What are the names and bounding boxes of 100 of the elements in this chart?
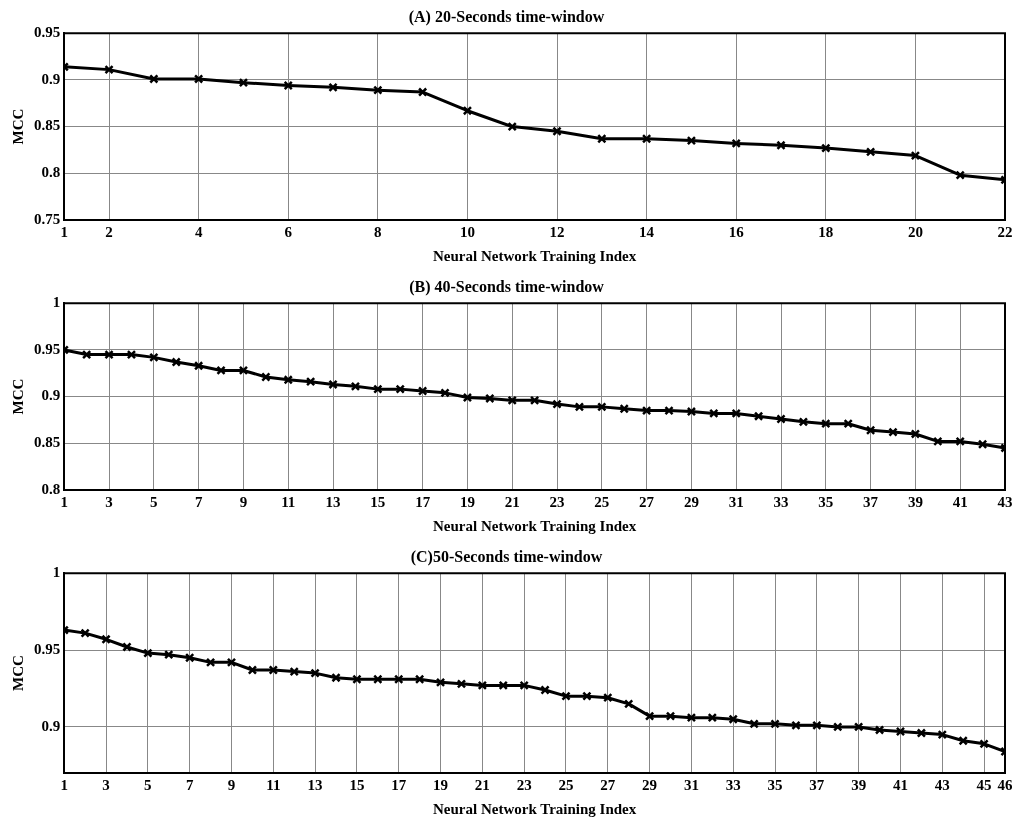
point — [574, 402, 585, 412]
point — [731, 138, 741, 149]
point — [104, 64, 114, 75]
point — [149, 352, 159, 363]
point — [709, 408, 719, 419]
y-tick-label: 0.75 — [34, 210, 61, 227]
y-axis-title: MCC — [9, 378, 26, 415]
point — [149, 74, 159, 84]
point — [373, 85, 383, 95]
x-tick-label: 19 — [459, 493, 475, 510]
point — [910, 150, 921, 161]
x-tick-label: 21 — [504, 493, 520, 510]
x-tick-label: 13 — [325, 493, 341, 510]
point — [126, 349, 137, 360]
point — [933, 436, 943, 447]
x-tick-label: 18 — [818, 223, 834, 240]
point — [226, 657, 237, 668]
point — [289, 666, 299, 677]
point — [205, 657, 216, 668]
x-tick-label: 23 — [516, 776, 532, 793]
point — [832, 722, 843, 732]
y-tick-label: 0.9 — [41, 717, 61, 734]
point — [686, 712, 697, 723]
point — [435, 677, 446, 688]
point — [888, 427, 898, 437]
point — [895, 726, 906, 737]
x-tick-label: 41 — [892, 776, 908, 793]
point — [519, 680, 529, 691]
point — [749, 719, 759, 729]
x-tick-label: 20 — [907, 223, 923, 240]
point — [507, 121, 518, 132]
x-tick-label: 11 — [281, 493, 296, 510]
point — [331, 672, 341, 683]
x-tick-label: 5 — [150, 493, 158, 510]
point — [283, 375, 294, 385]
point — [540, 685, 550, 695]
x-tick-label: 37 — [863, 493, 879, 510]
point — [238, 365, 249, 376]
point — [582, 691, 592, 701]
x-axis-title: Neural Network Training Index — [433, 800, 637, 817]
x-tick-label: 4 — [194, 223, 203, 240]
point — [937, 729, 948, 740]
x-tick-label: 9 — [227, 776, 236, 793]
point — [80, 628, 90, 638]
point — [104, 349, 114, 360]
point — [977, 439, 988, 450]
x-tick-label: 9 — [239, 493, 248, 510]
point — [597, 402, 607, 412]
x-tick-label: 46 — [997, 776, 1013, 793]
x-tick-label: 10 — [459, 223, 475, 240]
point — [979, 739, 989, 749]
x-tick-label: 23 — [549, 493, 565, 510]
point — [305, 376, 316, 387]
x-tick-label: 21 — [474, 776, 490, 793]
y-tick-label: 0.9 — [41, 70, 61, 87]
point — [731, 408, 741, 419]
point — [619, 403, 630, 414]
x-tick-label: 19 — [433, 776, 449, 793]
y-tick-label: 0.9 — [41, 387, 61, 404]
y-tick-label: 0.85 — [34, 117, 61, 134]
point — [498, 680, 509, 691]
x-tick-label: 15 — [349, 776, 365, 793]
point — [81, 349, 92, 360]
point — [753, 411, 764, 421]
point — [395, 384, 406, 394]
point — [955, 436, 965, 447]
point — [843, 418, 853, 429]
point — [143, 648, 153, 658]
chart-title: (A) 20-Seconds time-window — [408, 7, 605, 26]
point — [603, 692, 613, 703]
x-tick-label: 7 — [194, 493, 203, 510]
point — [462, 392, 473, 403]
chart-title: (B) 40-Seconds time-window — [409, 277, 605, 296]
x-tick-label: 33 — [725, 776, 741, 793]
point — [193, 360, 204, 371]
y-axis-title: MCC — [9, 108, 26, 145]
x-tick-label: 6 — [284, 223, 293, 240]
x-tick-label: 14 — [639, 223, 655, 240]
y-tick-label: 0.95 — [34, 340, 61, 357]
x-tick-label: 17 — [415, 493, 431, 510]
x-tick-label: 3 — [102, 776, 110, 793]
y-tick-label: 0.8 — [41, 164, 61, 181]
point — [373, 384, 383, 394]
x-axis-title: Neural Network Training Index — [433, 517, 637, 534]
x-tick-label: 8 — [374, 223, 382, 240]
x-tick-label: 25 — [558, 776, 574, 793]
point — [644, 711, 655, 721]
point — [310, 668, 320, 678]
point — [821, 418, 831, 429]
x-tick-label: 3 — [105, 493, 113, 510]
point — [865, 147, 876, 157]
x-tick-label: 16 — [728, 223, 745, 240]
point — [821, 143, 831, 153]
point — [261, 372, 271, 382]
x-tick-label: 39 — [907, 493, 923, 510]
point — [417, 386, 428, 396]
x-tick-label: 12 — [549, 223, 565, 240]
y-tick-label: 1 — [52, 294, 61, 311]
point — [485, 393, 495, 404]
point — [561, 691, 571, 701]
